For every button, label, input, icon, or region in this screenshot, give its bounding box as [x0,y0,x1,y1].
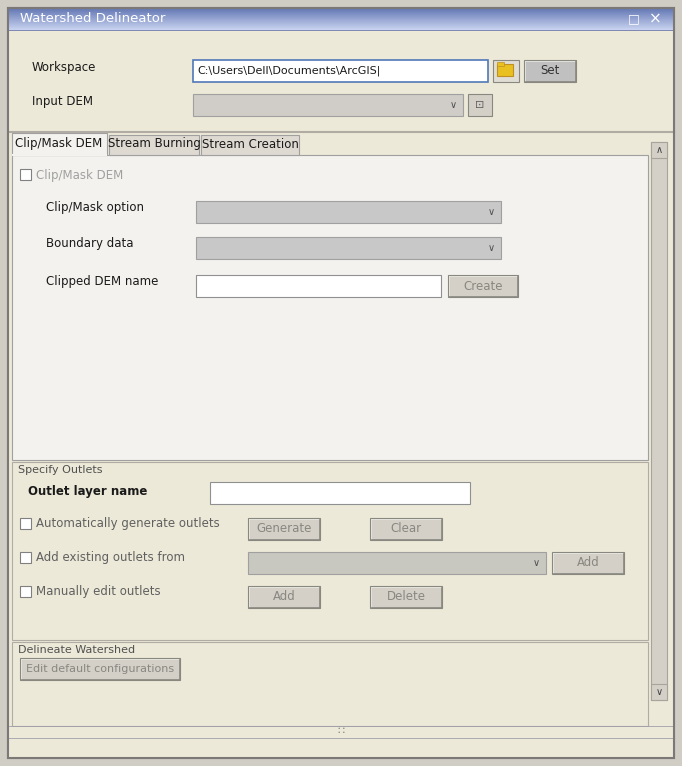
Text: Add existing outlets from: Add existing outlets from [36,552,185,565]
Bar [8,726,674,738]
Bar [109,135,199,155]
Text: Create: Create [463,280,503,293]
Bar [20,518,31,529]
Bar [651,142,667,158]
Text: ∧: ∧ [655,145,662,155]
Bar [651,142,667,700]
Bar [8,23,674,24]
Text: Clip/Mask DEM: Clip/Mask DEM [16,138,102,150]
Bar [8,8,674,9]
Text: ∷: ∷ [338,726,344,736]
Bar [210,482,470,504]
Bar [370,518,442,540]
Bar [248,552,546,574]
Text: Clipped DEM name: Clipped DEM name [46,276,158,289]
Text: Delineate Watershed: Delineate Watershed [18,645,135,655]
Text: Edit default configurations: Edit default configurations [26,664,174,674]
Bar [8,29,674,30]
Bar [196,201,501,223]
Bar [8,17,674,18]
Bar [8,24,674,25]
Text: Manually edit outlets: Manually edit outlets [36,585,161,598]
Bar [8,11,674,12]
Bar [8,10,674,11]
Bar [8,30,674,138]
Text: Stream Creation: Stream Creation [202,138,299,150]
Bar [8,15,674,16]
Bar [493,60,519,82]
Bar [193,60,488,82]
Text: □: □ [628,12,640,25]
Bar [448,275,518,297]
Bar [193,94,463,116]
Text: ∨: ∨ [533,558,539,568]
Bar [20,586,31,597]
Text: Generate: Generate [256,522,312,535]
Bar [196,275,441,297]
Bar [12,642,648,726]
Text: Delete: Delete [387,591,426,604]
Bar [248,586,320,608]
Bar [497,64,513,76]
Bar [552,552,624,574]
Bar [8,21,674,22]
Bar [8,18,674,19]
Text: Add: Add [273,591,295,604]
Text: ×: × [649,11,662,27]
Bar [8,28,674,29]
Bar [12,133,107,155]
Bar [370,586,442,608]
Text: Stream Burning: Stream Burning [108,138,201,150]
Text: C:\Users\Dell\Documents\ArcGIS|: C:\Users\Dell\Documents\ArcGIS| [197,66,381,77]
Bar [20,552,31,563]
Bar [20,658,180,680]
Bar [8,25,674,26]
Bar [8,20,674,21]
Text: ∨: ∨ [488,243,494,253]
Bar [196,237,501,259]
Bar [8,27,674,28]
Bar [651,684,667,700]
Text: Outlet layer name: Outlet layer name [28,485,147,497]
Bar [8,9,674,10]
Bar [468,94,492,116]
Text: Input DEM: Input DEM [32,94,93,107]
Bar [497,62,504,66]
Bar [8,12,674,13]
Bar [8,22,674,23]
Text: Workspace: Workspace [32,61,96,74]
Bar [8,16,674,17]
Text: ∨: ∨ [655,687,662,697]
Bar [12,462,648,640]
Bar [248,518,320,540]
Bar [8,19,674,20]
Text: Specify Outlets: Specify Outlets [18,465,102,475]
Bar [8,14,674,15]
Text: ∨: ∨ [449,100,456,110]
Bar [8,13,674,14]
Text: Clip/Mask option: Clip/Mask option [46,201,144,214]
Text: Clip/Mask DEM: Clip/Mask DEM [36,169,123,182]
Bar [20,169,31,180]
Text: ⊡: ⊡ [475,100,485,110]
Bar [524,60,576,82]
Text: Automatically generate outlets: Automatically generate outlets [36,518,220,531]
Text: Add: Add [576,557,599,569]
Bar [8,8,674,30]
Text: ∨: ∨ [488,207,494,217]
Bar [8,26,674,27]
Text: Watershed Delineator: Watershed Delineator [20,12,165,25]
Text: Set: Set [540,64,560,77]
Bar [12,155,648,460]
Text: Clear: Clear [390,522,421,535]
Bar [201,135,299,155]
Text: Boundary data: Boundary data [46,237,134,250]
